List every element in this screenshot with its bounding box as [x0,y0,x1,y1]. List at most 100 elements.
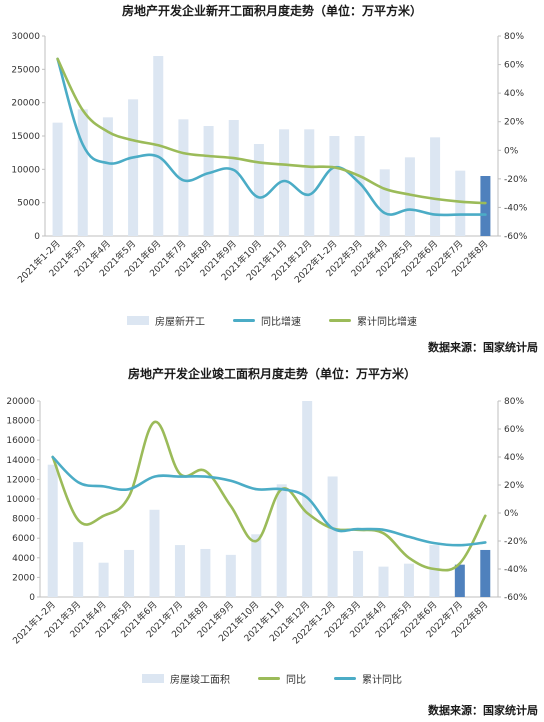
source-note: 数据来源：国家统计局 [428,704,538,717]
y-tick-label-right: -60% [504,232,528,242]
bar [77,109,88,236]
y-tick-label-right: 80% [504,32,524,42]
series-line-green [51,420,487,572]
y-tick-label-left: 0 [29,593,35,603]
chart-title: 房地产开发企业竣工面积月度走势（单位：万平方米） [127,367,416,381]
y-tick-label-left: 6000 [12,534,35,544]
y-tick-label-right: 20% [504,481,524,491]
y-tick-label-right: -60% [504,593,528,603]
bar [304,129,315,236]
legend-item-bar: 房屋竣工面积 [142,671,230,686]
y-tick-label-left: 15000 [11,132,40,142]
bar [128,99,139,236]
y-tick-label-left: 8000 [12,515,35,525]
legend-label: 房屋竣工面积 [170,675,230,686]
legend-swatch-green [258,677,280,680]
y-tick-label-right: 40% [504,89,524,99]
bar [149,509,160,597]
bar [73,542,84,597]
source-note: 数据来源：国家统计局 [428,341,538,354]
bar [454,564,465,597]
new-construction-plot: 0 5000 10000 15000 20000 25000 30000 -60% -40% -2… [11,32,528,285]
bar [327,476,338,597]
y-tick-label-right: 20% [504,118,524,128]
completion-plot: 0 2000 4000 6000 8000 10000 12000 14000 16000 180… [6,397,528,646]
y-tick-label-left: 18000 [6,417,35,427]
bar [404,157,415,236]
y-tick-label-right: -40% [504,565,528,575]
y-tick-label-left: 10000 [11,165,40,175]
bar [329,136,340,236]
legend: 房屋竣工面积 同比 累计同比 [0,671,544,686]
bar [378,566,389,597]
bar [251,534,262,597]
bar [200,548,211,597]
legend-item-cumulative: 累计同比增速 [329,313,417,328]
y-tick-label-right: -40% [504,203,528,213]
bar [379,169,390,236]
bar [174,545,185,597]
legend-swatch-green [329,319,351,322]
y-tick-label-right: 0% [504,146,519,156]
bar [98,562,109,597]
legend-item-bar: 房屋新开工 [127,313,205,328]
y-tick-label-left: 30000 [11,32,40,42]
y-tick-label-left: 12000 [6,475,35,485]
legend: 房屋新开工 同比增速 累计同比增速 [0,313,544,328]
bar [353,550,364,597]
y-tick-label-left: 10000 [6,495,35,505]
bar [225,554,236,597]
y-tick-label-left: 4000 [12,554,35,564]
series-line-green [56,57,487,205]
legend-item-cumulative: 累计同比 [334,671,402,686]
legend-label: 房屋新开工 [155,317,205,328]
y-tick-label-left: 5000 [17,199,40,209]
series-line-teal [51,455,487,547]
legend-item-yoy: 同比增速 [233,313,301,328]
legend-label: 累计同比增速 [357,317,417,328]
bar [178,119,189,236]
new-construction-chart: 房地产开发企业新开工面积月度走势（单位：万平方米） 0 5000 10000 1500… [0,4,544,354]
y-tick-label-left: 14000 [6,456,35,466]
bar [52,122,63,236]
y-tick-label-left: 0 [34,232,40,242]
chart-title: 房地产开发企业新开工面积月度走势（单位：万平方米） [121,4,422,18]
bar [276,484,287,597]
legend-swatch-bar [127,316,149,325]
bar [429,545,440,597]
y-tick-label-right: -20% [504,175,528,185]
legend-label: 同比增速 [261,317,301,328]
y-tick-label-left: 2000 [12,573,35,583]
bar [455,170,466,236]
bar [47,464,58,597]
legend-label: 累计同比 [362,675,402,686]
completion-chart: 房地产开发企业竣工面积月度走势（单位：万平方米） 0 2000 4000 6000 80… [0,361,544,722]
y-tick-label-left: 20000 [11,99,40,109]
bar [480,176,491,236]
bar [228,120,239,236]
series-line-teal [56,57,487,217]
legend-swatch-teal [233,319,255,322]
y-tick-label-right: 60% [504,61,524,71]
bar [253,144,264,236]
bar [124,549,135,597]
bar [403,563,414,597]
y-tick-label-right: -20% [504,537,528,547]
y-tick-label-right: 60% [504,425,524,435]
bar [354,136,365,236]
bar [102,117,113,236]
y-tick-label-right: 0% [504,509,519,519]
legend-item-yoy: 同比 [258,671,306,686]
y-tick-label-left: 25000 [11,65,40,75]
y-tick-label-left: 16000 [6,436,35,446]
bar [279,129,290,236]
y-tick-label-right: 40% [504,453,524,463]
y-tick-label-left: 20000 [6,397,35,407]
legend-label: 同比 [286,675,306,686]
y-tick-label-right: 80% [504,397,524,407]
bar [430,137,441,236]
bar [203,126,214,236]
bar [480,549,491,597]
legend-swatch-bar [142,674,164,683]
legend-swatch-teal [334,677,356,680]
